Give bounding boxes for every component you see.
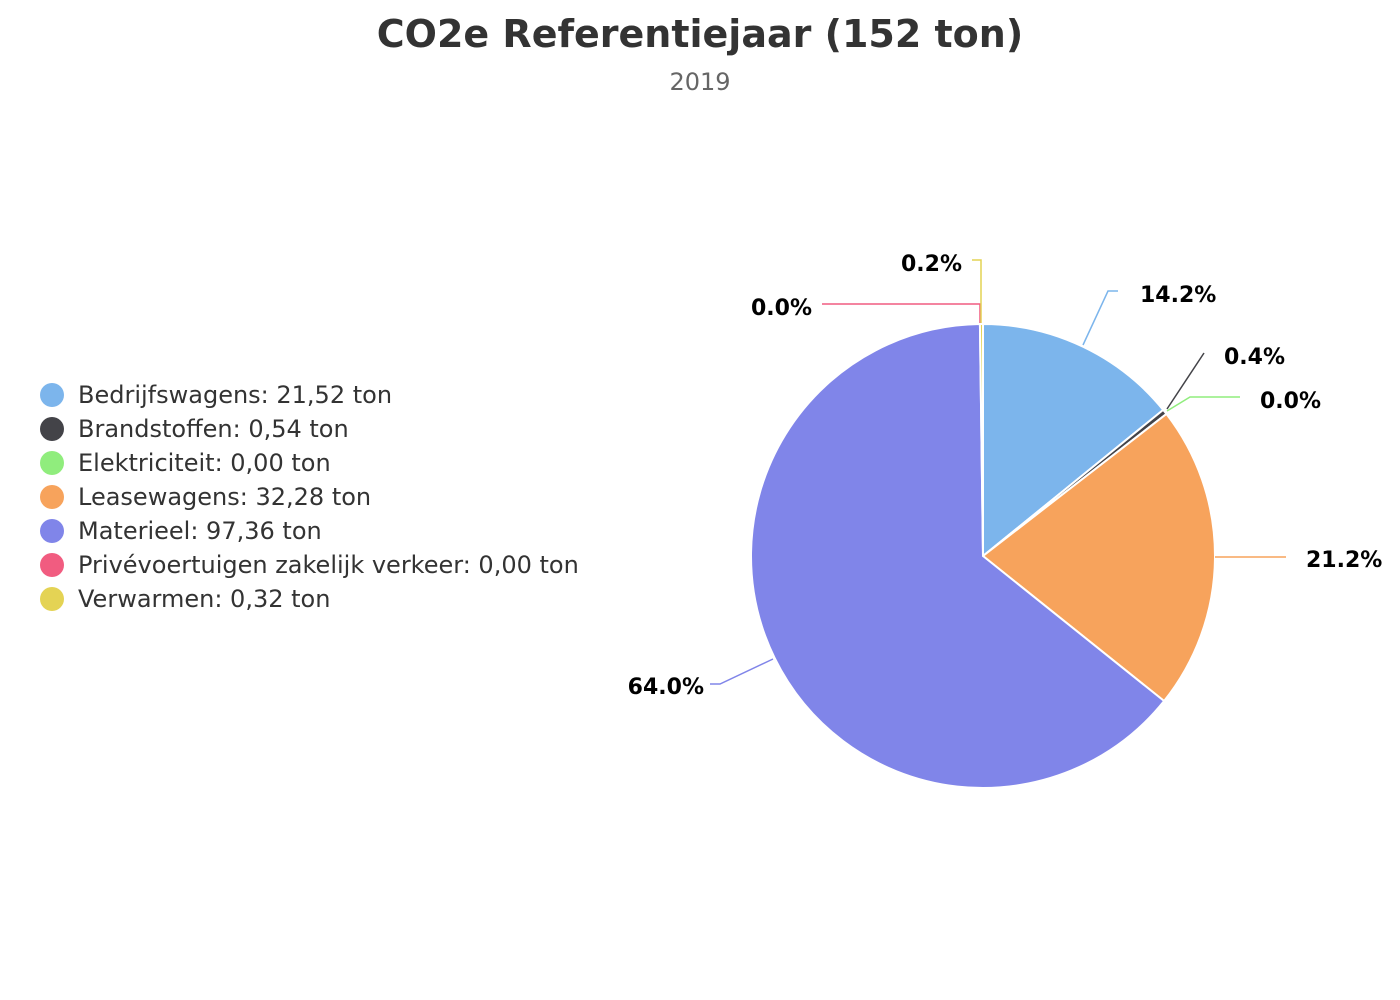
connector-brandstoffen [1166,352,1205,410]
legend-label: Bedrijfswagens: 21,52 ton [78,381,393,409]
legend-label: Materieel: 97,36 ton [78,517,322,545]
pie-slice-verwarmen[interactable] [978,322,984,557]
chart-title: CO2e Referentiejaar (152 ton) [376,12,1024,56]
chart-subtitle: 2019 [669,68,731,96]
legend-label: Privévoertuigen zakelijk verkeer: 0,00 t… [78,551,579,579]
legend-item-brandstoffen[interactable]: Brandstoffen: 0,54 ton [40,412,579,446]
legend-marker [40,587,64,611]
legend-marker [40,485,64,509]
data-label-brandstoffen: 0.4% [1224,345,1285,370]
legend-item-elektriciteit[interactable]: Elektriciteit: 0,00 ton [40,446,579,480]
legend-item-leasewagens[interactable]: Leasewagens: 32,28 ton [40,480,579,514]
data-label-bedrijfswagens: 14.2% [1140,283,1216,308]
connector-materieel [710,658,774,685]
legend-marker [40,553,64,577]
connector-priv-voertuigen-zakelijk-verkeer [822,303,981,323]
legend-item-verwarmen[interactable]: Verwarmen: 0,32 ton [40,582,579,616]
legend-item-privevoertuigen[interactable]: Privévoertuigen zakelijk verkeer: 0,00 t… [40,548,579,582]
pie-connectors [710,259,1286,685]
legend-label: Verwarmen: 0,32 ton [78,585,331,613]
connector-bedrijfswagens [1082,290,1118,346]
data-label-priv-voertuigen-zakelijk-verkeer: 0.0% [751,296,812,321]
data-label-verwarmen: 0.2% [901,252,962,277]
legend-marker [40,519,64,543]
legend-marker [40,451,64,475]
chart-legend: Bedrijfswagens: 21,52 ton Brandstoffen: … [40,378,579,616]
connector-verwarmen [972,259,982,323]
legend-marker [40,417,64,441]
connector-elektriciteit [1166,396,1240,412]
pie-slice-materieel[interactable] [750,323,1166,789]
legend-label: Elektriciteit: 0,00 ton [78,449,331,477]
data-label-materieel: 64.0% [628,675,704,700]
data-label-elektriciteit: 0.0% [1260,389,1321,414]
legend-item-materieel[interactable]: Materieel: 97,36 ton [40,514,579,548]
legend-label: Leasewagens: 32,28 ton [78,483,372,511]
pie-slices [750,322,1216,789]
pie-data-labels: 14.2% 0.4% 0.0% 21.2% 64.0% 0.0% 0.2% [628,252,1383,700]
legend-marker [40,383,64,407]
legend-item-bedrijfswagens[interactable]: Bedrijfswagens: 21,52 ton [40,378,579,412]
legend-label: Brandstoffen: 0,54 ton [78,415,349,443]
data-label-leasewagens: 21.2% [1306,548,1382,573]
pie-slice-bedrijfswagens[interactable] [982,323,1165,557]
pie-slice-leasewagens[interactable] [982,412,1216,703]
